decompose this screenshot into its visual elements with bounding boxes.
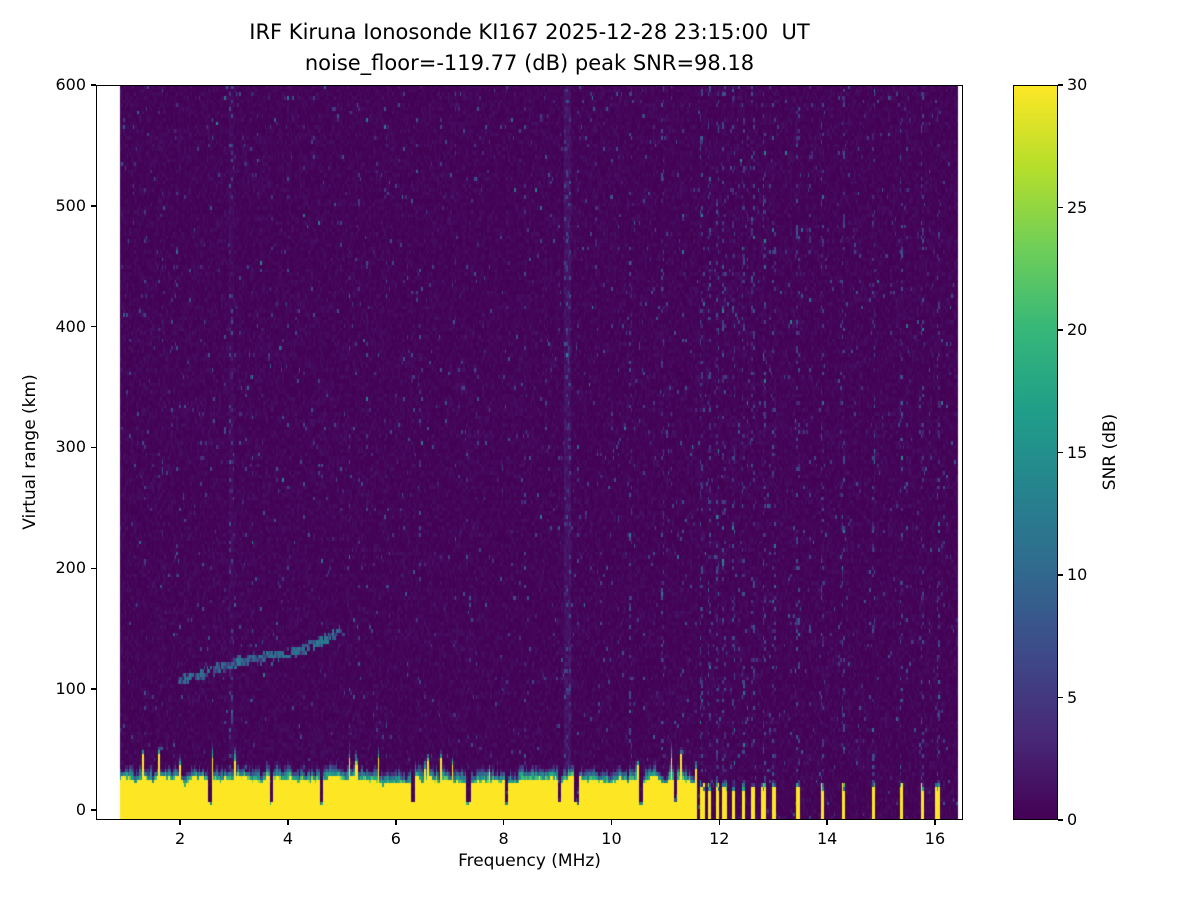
colorbar-tick-mark: [1058, 206, 1063, 209]
x-tick-mark: [179, 820, 181, 825]
y-tick-mark: [91, 809, 96, 811]
colorbar-tick-mark: [1058, 84, 1063, 86]
x-tick-mark: [395, 820, 397, 825]
heatmap-canvas: [96, 85, 963, 820]
x-tick-mark: [287, 820, 289, 825]
x-tick-mark: [610, 820, 613, 825]
colorbar: [1013, 85, 1058, 820]
colorbar-tick-label: 20: [1067, 320, 1088, 339]
colorbar-tick-label: 25: [1067, 197, 1088, 217]
y-tick-label: 300: [55, 437, 86, 457]
x-tick-label: 4: [282, 829, 294, 848]
colorbar-tick-mark: [1058, 819, 1063, 821]
colorbar-tick-label: 5: [1067, 687, 1078, 707]
x-tick-label: 6: [390, 829, 401, 848]
x-tick-label: 2: [175, 829, 186, 848]
y-tick-mark: [91, 205, 96, 207]
y-tick-label: 500: [55, 195, 86, 215]
y-tick-label: 600: [55, 75, 86, 94]
y-tick-label: 200: [55, 558, 86, 578]
colorbar-label: SNR (dB): [1100, 413, 1120, 491]
colorbar-tick-mark: [1058, 574, 1063, 576]
colorbar-tick-mark: [1058, 329, 1063, 331]
y-tick-label: 100: [55, 679, 86, 699]
chart-title: IRF Kiruna Ionosonde KI167 2025-12-28 23…: [249, 20, 810, 44]
x-tick-label: 16: [924, 829, 946, 848]
colorbar-tick-label: 15: [1067, 442, 1088, 462]
x-tick-label: 14: [816, 829, 838, 848]
colorbar-tick-label: 30: [1067, 75, 1088, 94]
y-tick-mark: [91, 325, 96, 328]
chart-subtitle: noise_floor=-119.77 (dB) peak SNR=98.18: [304, 51, 755, 75]
colorbar-tick-label: 10: [1067, 565, 1088, 584]
y-tick-mark: [91, 446, 96, 449]
x-tick-label: 12: [709, 829, 730, 848]
x-tick-label: 8: [498, 829, 509, 848]
y-tick-label: 0: [75, 799, 86, 819]
x-tick-mark: [826, 820, 828, 825]
y-tick-mark: [91, 567, 96, 570]
y-tick-label: 400: [55, 316, 86, 336]
x-axis-label: Frequency (MHz): [458, 851, 601, 871]
y-tick-mark: [91, 688, 96, 690]
colorbar-tick-mark: [1058, 696, 1063, 699]
x-tick-mark: [718, 820, 721, 825]
x-tick-label: 10: [601, 829, 622, 848]
y-tick-mark: [91, 84, 96, 86]
colorbar-tick-label: 0: [1067, 810, 1078, 829]
colorbar-tick-mark: [1058, 451, 1063, 454]
x-tick-mark: [934, 820, 936, 825]
x-tick-mark: [502, 820, 505, 825]
